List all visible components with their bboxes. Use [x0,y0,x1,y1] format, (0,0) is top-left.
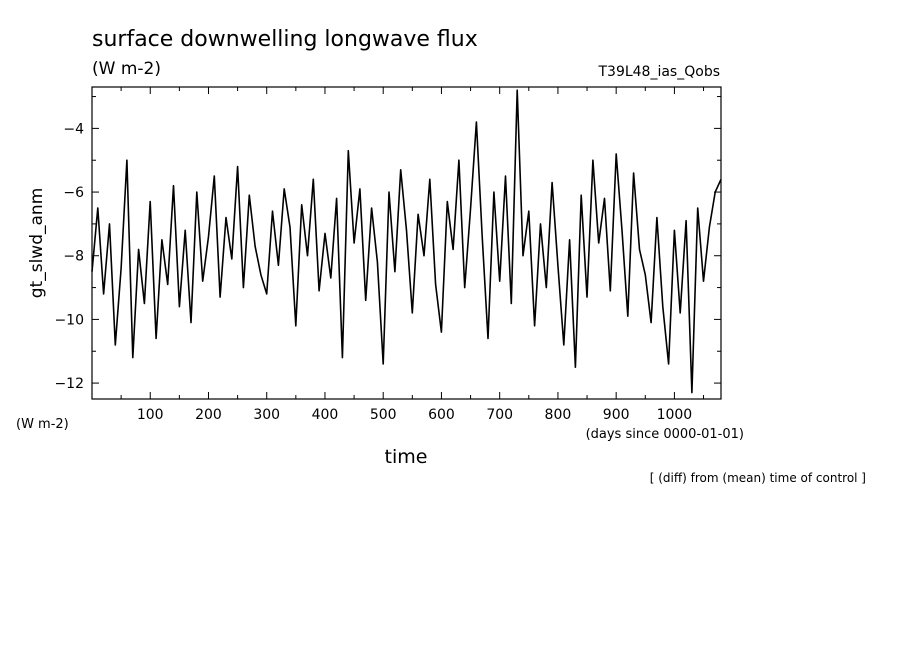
x-tick-label: 400 [312,407,339,423]
x-tick-label: 500 [370,407,397,423]
y-axis: −12 −10 −8 −6 −4 [54,96,721,392]
y-tick-label: −10 [54,312,84,328]
x-tick-label: 1000 [657,407,693,423]
x-tick-label: 200 [195,407,222,423]
run-id: T39L48_ias_Qobs [597,64,720,80]
y-tick-label: −6 [63,185,84,201]
series-line [91,89,722,394]
chart-title: surface downwelling longwave flux [92,27,478,52]
y-axis-label: gt_slwd_anm [27,188,47,298]
x-tick-label: 800 [545,407,572,423]
x-tick-label: 700 [486,407,513,423]
x-axis-label: time [385,446,428,468]
y-tick-label: −12 [54,376,84,392]
y-units-label: (W m-2) [16,417,69,432]
comparison-note: [ (diff) from (mean) time of control ] [650,471,866,485]
y-tick-label: −4 [63,121,84,137]
plot-frame [91,86,722,400]
x-tick-label: 600 [428,407,455,423]
chart-units: (W m-2) [92,59,161,79]
y-tick-label: −8 [63,249,84,265]
x-units-label: (days since 0000-01-01) [586,427,744,442]
series-layer [91,89,722,394]
x-axis: 100 200 300 400 500 600 700 800 900 1000 [120,87,705,423]
x-tick-label: 900 [603,407,630,423]
x-tick-label: 300 [253,407,280,423]
x-tick-label: 100 [137,407,164,423]
